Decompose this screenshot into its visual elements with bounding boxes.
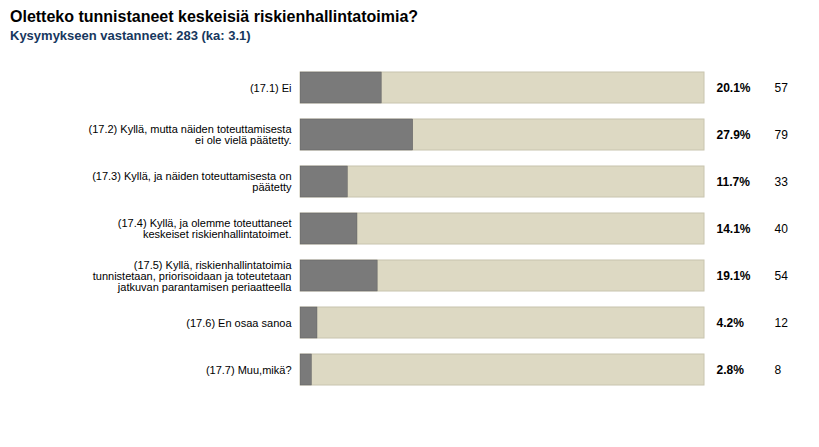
svg-text:(17.5) Kyllä, riskienhallintat: (17.5) Kyllä, riskienhallintatoimiatunni…: [93, 259, 293, 293]
svg-text:12: 12: [775, 316, 789, 330]
html-text:Oletteko tunnistaneet keskeisi: Oletteko tunnistaneet keskeisiä riskienh…: [10, 8, 419, 25]
html-text:Kysymykseen vastanneet: 283 (k: Kysymykseen vastanneet: 283 (ka: 3.1): [10, 28, 251, 43]
svg-text:(17.6) En osaa sanoa: (17.6) En osaa sanoa: [186, 317, 292, 329]
svg-text:(17.2) Kyllä, mutta näiden tot: (17.2) Kyllä, mutta näiden toteuttamises…: [89, 123, 293, 146]
svg-text:54: 54: [775, 269, 789, 283]
svg-text:33: 33: [775, 175, 789, 189]
svg-text:4.2%: 4.2%: [717, 316, 745, 330]
svg-text:(17.7) Muu,mikä?: (17.7) Muu,mikä?: [206, 364, 292, 376]
svg-text:79: 79: [775, 128, 789, 142]
svg-text:2.8%: 2.8%: [717, 363, 745, 377]
svg-text:40: 40: [775, 222, 789, 236]
svg-text:14.1%: 14.1%: [717, 222, 751, 236]
svg-text:19.1%: 19.1%: [717, 269, 751, 283]
svg-text:11.7%: 11.7%: [717, 175, 751, 189]
svg-text:8: 8: [775, 363, 782, 377]
svg-text:57: 57: [775, 81, 789, 95]
svg-text:(17.4) Kyllä, ja olemme toteut: (17.4) Kyllä, ja olemme toteuttaneetkesk…: [118, 217, 292, 240]
svg-text:(17.1) Ei: (17.1) Ei: [250, 82, 292, 94]
svg-text:27.9%: 27.9%: [717, 128, 751, 142]
svg-text:(17.3) Kyllä, ja näiden toteut: (17.3) Kyllä, ja näiden toteuttamisesta …: [92, 170, 292, 193]
svg-text:20.1%: 20.1%: [717, 81, 751, 95]
